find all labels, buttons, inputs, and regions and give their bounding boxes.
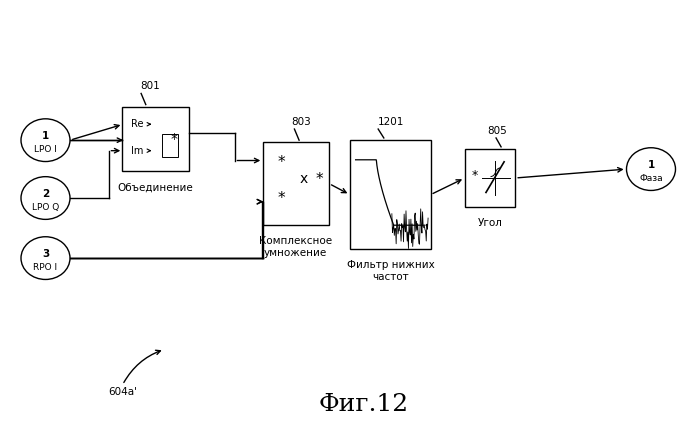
Text: Re: Re — [131, 119, 144, 129]
Text: Комплексное: Комплексное — [259, 236, 332, 246]
Text: LPO I: LPO I — [34, 145, 57, 154]
FancyArrowPatch shape — [124, 350, 160, 383]
Text: Фиг.12: Фиг.12 — [319, 393, 409, 417]
Ellipse shape — [21, 119, 70, 162]
Text: 2: 2 — [42, 189, 49, 199]
Text: 805: 805 — [487, 126, 507, 136]
Text: Фаза: Фаза — [639, 174, 663, 183]
Text: 604a': 604a' — [108, 387, 137, 396]
Text: x: x — [300, 173, 308, 186]
Text: Фильтр нижних: Фильтр нижних — [346, 260, 435, 270]
Ellipse shape — [21, 177, 70, 219]
Text: *: * — [171, 132, 178, 146]
Text: умножение: умножение — [264, 248, 327, 258]
Text: RPO I: RPO I — [34, 263, 57, 272]
Text: 1: 1 — [648, 160, 654, 170]
Text: Im: Im — [131, 146, 144, 156]
Bar — [465, 149, 515, 207]
Text: Угол: Угол — [477, 218, 503, 228]
Text: *: * — [277, 191, 285, 206]
Text: Объединение: Объединение — [118, 182, 193, 192]
Ellipse shape — [626, 148, 676, 190]
Bar — [122, 107, 189, 171]
Text: 803: 803 — [291, 117, 311, 127]
Text: *: * — [277, 155, 285, 170]
Bar — [350, 140, 430, 249]
Ellipse shape — [21, 237, 70, 279]
Text: частот: частот — [372, 272, 409, 282]
Text: 3: 3 — [42, 249, 49, 259]
Text: *: * — [315, 172, 323, 187]
Bar — [162, 134, 178, 157]
Text: *: * — [472, 169, 478, 182]
Text: 801: 801 — [141, 81, 160, 91]
Bar — [262, 142, 329, 225]
Text: LPO Q: LPO Q — [32, 203, 59, 212]
Text: 1: 1 — [42, 131, 49, 141]
Text: 1201: 1201 — [377, 117, 404, 127]
